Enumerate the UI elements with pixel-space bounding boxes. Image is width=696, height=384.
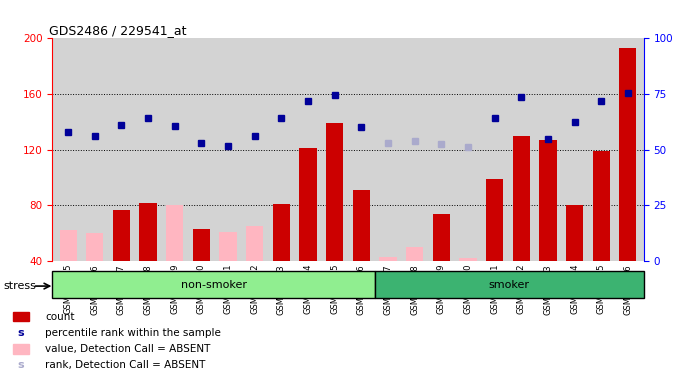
Text: smoker: smoker [489, 280, 530, 290]
Bar [52, 271, 375, 298]
Bar [592, 151, 610, 261]
Bar [353, 190, 370, 261]
Bar [219, 232, 237, 261]
Bar [619, 48, 636, 261]
Bar [273, 204, 290, 261]
Bar [433, 214, 450, 261]
Bar [512, 136, 530, 261]
Text: s: s [17, 328, 24, 338]
Bar [166, 205, 184, 261]
Bar [326, 123, 343, 261]
Bar [375, 271, 644, 298]
Bar [60, 230, 77, 261]
Bar [406, 247, 423, 261]
Bar [139, 203, 157, 261]
Bar [86, 233, 104, 261]
Text: GDS2486 / 229541_at: GDS2486 / 229541_at [49, 24, 187, 37]
Bar [459, 258, 477, 261]
Text: value, Detection Call = ABSENT: value, Detection Call = ABSENT [45, 344, 211, 354]
Text: rank, Detection Call = ABSENT: rank, Detection Call = ABSENT [45, 360, 205, 370]
Bar [113, 210, 130, 261]
Bar [379, 257, 397, 261]
Text: stress: stress [3, 281, 36, 291]
Text: non-smoker: non-smoker [180, 280, 246, 290]
Bar [299, 148, 317, 261]
Bar [566, 205, 583, 261]
Bar [486, 179, 503, 261]
Bar [539, 140, 557, 261]
Text: percentile rank within the sample: percentile rank within the sample [45, 328, 221, 338]
Bar [246, 226, 263, 261]
Text: s: s [17, 360, 24, 370]
Text: count: count [45, 312, 74, 322]
Bar [193, 229, 210, 261]
